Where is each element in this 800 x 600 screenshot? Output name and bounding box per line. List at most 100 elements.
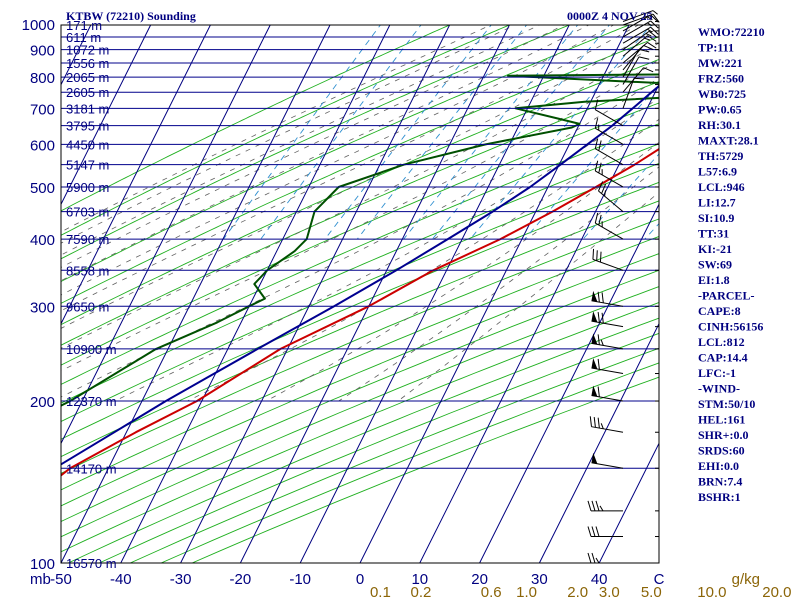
wind-barb-feather: [638, 56, 650, 60]
wind-barb-feather: [643, 44, 654, 51]
sounding-index: WMO:72210: [698, 25, 765, 39]
sounding-index: FRZ:560: [698, 72, 744, 86]
isotherm: [61, 25, 331, 563]
wind-barb: [622, 48, 659, 78]
wind-barb-feather: [589, 416, 592, 427]
wind-barb-feather: [650, 26, 659, 35]
dry-adiabat: [61, 25, 451, 212]
wind-barb-feather: [647, 16, 653, 21]
wind-barb: [622, 77, 659, 109]
sounding-index: HEL:161: [698, 413, 745, 427]
isotherm: [120, 25, 391, 563]
mixing-ratio-line: [432, 25, 610, 240]
wind-barb-staff: [622, 56, 640, 85]
sounding-index: TH:5729: [698, 149, 743, 163]
mixing-ratio-line: [356, 25, 528, 240]
wind-barb: [587, 500, 659, 512]
mixing-ratio-line: [469, 25, 652, 240]
wind-barb: [587, 526, 659, 538]
wind-barb-feather: [594, 118, 599, 129]
dry-adiabat: [61, 58, 659, 326]
wind-barb-feather: [587, 552, 592, 564]
height-label: 12370 m: [66, 394, 117, 409]
sounding-index: LI:12.7: [698, 196, 736, 210]
wind-barb-feather: [591, 500, 596, 512]
wind-barb: [594, 99, 659, 127]
isotherm: [61, 25, 211, 325]
moist-adiabat: [114, 97, 659, 402]
isotherm: [598, 442, 659, 563]
wind-barb-feather: [601, 292, 604, 303]
mixing-ratio-label: 10.0: [697, 584, 726, 600]
height-label: 8558 m: [66, 263, 109, 278]
wind-barb-staff: [598, 190, 624, 212]
wind-barb-feather: [597, 312, 600, 323]
mixing-ratio-label: 1.0: [516, 584, 537, 600]
wind-barb-feather: [647, 35, 657, 42]
wind-barb-feather: [598, 162, 602, 174]
moist-adiabat: [61, 25, 640, 312]
sounding-index: EHI:0.0: [698, 459, 739, 473]
wind-barb-pennant: [591, 290, 598, 302]
wind-barb-feather: [643, 67, 654, 73]
sounding-index: LCL:812: [698, 335, 745, 349]
isotherm: [180, 25, 451, 563]
isotherm: [359, 25, 630, 563]
wind-barb-feather: [587, 526, 592, 537]
wind-barb-feather: [645, 33, 652, 37]
wind-barb-feather: [594, 99, 599, 110]
sounding-index: CINH:56156: [698, 320, 763, 334]
wind-barb-feather: [598, 214, 602, 226]
mixing-ratio-line: [403, 25, 579, 240]
wind-barb-feather: [650, 20, 659, 29]
isotherm: [61, 25, 271, 445]
wind-barb: [591, 358, 659, 375]
temperature-unit-label: C: [654, 571, 665, 588]
wind-barb-feather: [652, 10, 658, 15]
wind-barb-feather: [597, 291, 600, 303]
temperature-tick-label: 0: [356, 571, 364, 588]
wind-barb-staff: [591, 426, 624, 433]
moist-adiabat: [61, 25, 516, 244]
chart-valid-time: 0000Z 4 NOV 25: [567, 9, 652, 23]
wind-barb-feather: [650, 14, 659, 23]
wind-barb-staff: [595, 170, 624, 188]
sounding-index: WB0:725: [698, 87, 746, 101]
sounding-index: KI:-21: [698, 242, 732, 256]
temperature-tick-label: -30: [170, 571, 192, 588]
moist-adiabat: [61, 42, 659, 349]
wind-barb: [591, 385, 659, 402]
dry-adiabat: [61, 269, 659, 523]
wind-barb-staff: [591, 394, 624, 402]
sounding-index: MAXT:28.1: [698, 134, 759, 148]
pressure-tick-label: 400: [30, 232, 55, 249]
dry-adiabat: [61, 218, 659, 474]
pressure-unit-label: mb: [30, 571, 51, 588]
temperature-tick-label: 10: [411, 571, 428, 588]
temperature-tick-label: 40: [591, 571, 608, 588]
wind-barb-feather: [594, 212, 599, 224]
wind-barb: [591, 452, 659, 469]
sounding-index: CAPE:8: [698, 304, 741, 318]
sounding-index: L57:6.9: [698, 165, 737, 179]
wind-barb-staff: [595, 127, 624, 145]
wind-barb-feather: [599, 251, 602, 263]
height-label: 3795 m: [66, 119, 109, 134]
height-label: 10900 m: [66, 342, 117, 357]
mixing-ratio-label: 2.0: [567, 584, 588, 600]
parcel-profile: [61, 84, 659, 466]
wind-barb-feather: [598, 140, 602, 151]
sounding-index: SHR+:0.0: [698, 428, 749, 442]
wind-barb-feather: [597, 358, 600, 370]
wind-barb-feather: [593, 416, 596, 428]
plot-frame: [60, 24, 660, 564]
wind-barb-feather: [592, 248, 595, 260]
wind-barb: [592, 248, 659, 271]
height-label: 611 m: [66, 30, 101, 45]
moist-adiabat: [61, 25, 492, 233]
sounding-index: LFC:-1: [698, 366, 736, 380]
wind-barb: [622, 56, 659, 86]
